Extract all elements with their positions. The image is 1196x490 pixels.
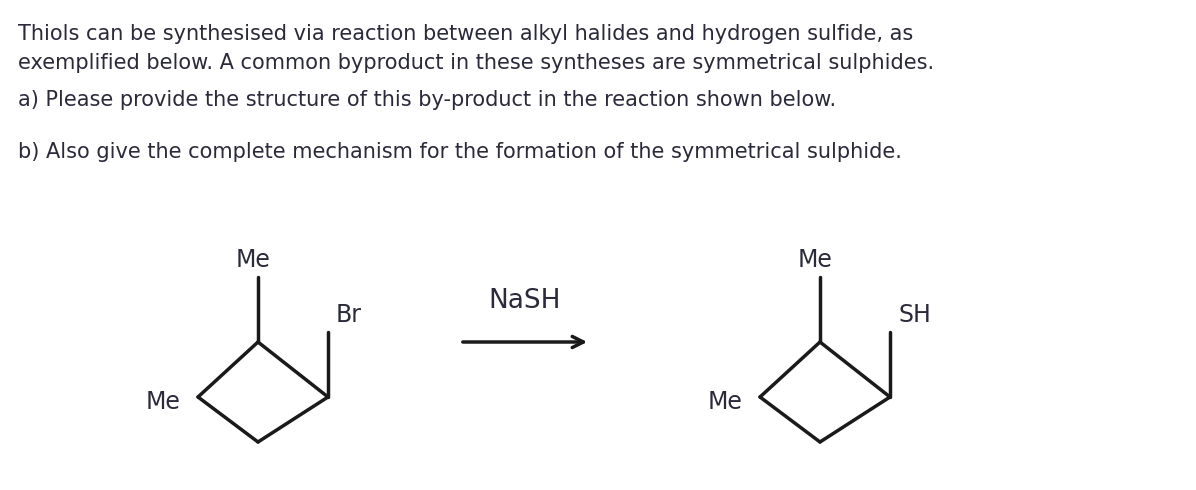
- Text: Thiols can be synthesised via reaction between alkyl halides and hydrogen sulfid: Thiols can be synthesised via reaction b…: [18, 24, 914, 44]
- Text: exemplified below. A common byproduct in these syntheses are symmetrical sulphid: exemplified below. A common byproduct in…: [18, 53, 934, 73]
- Text: SH: SH: [898, 303, 930, 327]
- Text: b) Also give the complete mechanism for the formation of the symmetrical sulphid: b) Also give the complete mechanism for …: [18, 142, 902, 162]
- Text: Me: Me: [236, 248, 270, 272]
- Text: a) Please provide the structure of this by-product in the reaction shown below.: a) Please provide the structure of this …: [18, 90, 836, 110]
- Text: Me: Me: [707, 390, 742, 414]
- Text: Me: Me: [798, 248, 832, 272]
- Text: Br: Br: [336, 303, 362, 327]
- Text: Me: Me: [145, 390, 181, 414]
- Text: NaSH: NaSH: [489, 288, 561, 314]
